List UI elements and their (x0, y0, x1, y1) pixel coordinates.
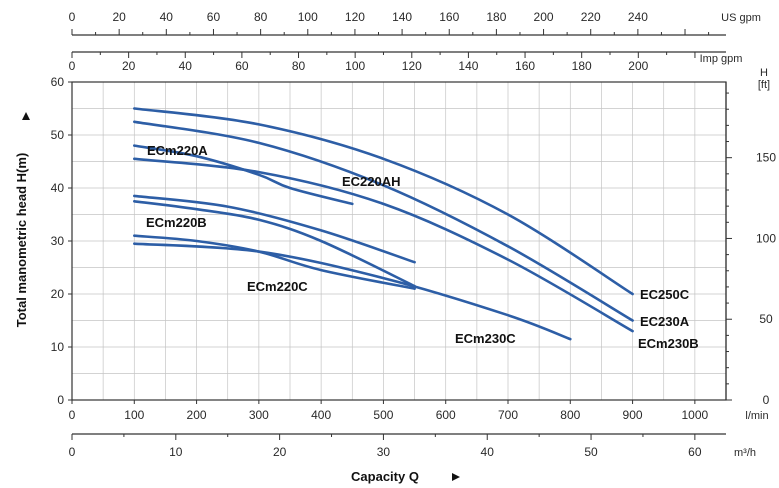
m3h-tick-label: 60 (688, 445, 702, 459)
usgpm-tick-label: 160 (439, 10, 459, 24)
axes (68, 29, 732, 440)
ft-tick-label: 50 (759, 312, 773, 326)
y-tick-label: 30 (51, 234, 65, 248)
curve-ec220ah (133, 194, 416, 264)
impgpm-tick-label: 100 (345, 59, 365, 73)
usgpm-tick-label: 0 (69, 10, 76, 24)
usgpm-tick-label: 220 (581, 10, 601, 24)
x-tick-label: 200 (187, 408, 207, 422)
lmin-unit-label: l/min (745, 410, 768, 422)
impgpm-tick-label: 120 (402, 59, 422, 73)
impgpm-tick-label: 200 (628, 59, 648, 73)
impgpm-tick-label: 160 (515, 59, 535, 73)
impgpm-tick-label: 180 (572, 59, 592, 73)
y-tick-label: 0 (57, 393, 64, 407)
y-tick-label: 40 (51, 181, 65, 195)
impgpm-tick-label: 60 (235, 59, 249, 73)
usgpm-unit-label: US gpm (721, 12, 761, 24)
curve-ecm230c (133, 242, 572, 341)
y-tick-label: 60 (51, 75, 65, 89)
curve-label-ec250c: EC250C (640, 287, 690, 302)
x-tick-label: 600 (436, 408, 456, 422)
m3h-tick-label: 40 (481, 445, 495, 459)
curve-ec250c (133, 107, 634, 296)
ft-unit-line: [ft] (758, 79, 770, 91)
x-tick-label: 500 (373, 408, 393, 422)
x-tick-label: 300 (249, 408, 269, 422)
curve-label-ecm220b: ECm220B (146, 215, 207, 230)
x-tick-label: 800 (560, 408, 580, 422)
m3h-tick-label: 0 (69, 445, 76, 459)
usgpm-tick-label: 120 (345, 10, 365, 24)
usgpm-tick-label: 20 (112, 10, 126, 24)
y-axis-arrow-icon (22, 112, 30, 120)
impgpm-tick-label: 80 (292, 59, 306, 73)
impgpm-tick-label: 40 (179, 59, 193, 73)
x-tick-label: 1000 (682, 408, 709, 422)
ft-unit-line: H (760, 67, 768, 79)
ft-tick-label: 0 (763, 393, 770, 407)
x-tick-label: 100 (124, 408, 144, 422)
curve-label-ecm230c: ECm230C (455, 331, 516, 346)
m3h-tick-label: 10 (169, 445, 183, 459)
ft-tick-label: 100 (756, 231, 776, 245)
curves (133, 107, 634, 341)
usgpm-tick-label: 140 (392, 10, 412, 24)
curve-ecm220b (133, 200, 416, 288)
curve-label-ec220ah: EC220AH (342, 174, 401, 189)
ft-tick-label: 150 (756, 151, 776, 165)
curve-ecm220a (133, 144, 354, 206)
x-tick-label: 900 (623, 408, 643, 422)
usgpm-tick-label: 100 (298, 10, 318, 24)
y-tick-label: 20 (51, 287, 65, 301)
curve-label-ecm220c: ECm220C (247, 279, 308, 294)
y-axis-title: Total manometric head H(m) (14, 153, 29, 328)
y-tick-label: 10 (51, 340, 65, 354)
impgpm-unit-label: Imp gpm (700, 53, 743, 65)
m3h-tick-label: 20 (273, 445, 287, 459)
x-tick-label: 400 (311, 408, 331, 422)
m3h-unit-label: m³/h (734, 447, 756, 459)
usgpm-tick-label: 40 (160, 10, 174, 24)
m3h-tick-label: 30 (377, 445, 391, 459)
curve-label-ecm230b: ECm230B (638, 336, 699, 351)
impgpm-tick-label: 140 (458, 59, 478, 73)
curve-ec230a (133, 120, 634, 322)
usgpm-tick-label: 180 (486, 10, 506, 24)
x-tick-label: 700 (498, 408, 518, 422)
usgpm-tick-label: 200 (534, 10, 554, 24)
usgpm-tick-label: 240 (628, 10, 648, 24)
curve-ecm230b (133, 157, 634, 333)
impgpm-tick-label: 20 (122, 59, 136, 73)
usgpm-tick-label: 60 (207, 10, 221, 24)
impgpm-tick-label: 0 (69, 59, 76, 73)
usgpm-tick-label: 80 (254, 10, 268, 24)
ft-unit-label: H [ft] (758, 67, 770, 91)
curve-label-ec230a: EC230A (640, 314, 690, 329)
m3h-tick-label: 50 (584, 445, 598, 459)
curve-label-ecm220a: ECm220A (147, 143, 208, 158)
x-axis-arrow-icon (452, 473, 460, 481)
x-axis-title: Capacity Q (351, 469, 419, 484)
y-tick-label: 50 (51, 128, 65, 142)
x-tick-label: 0 (69, 408, 76, 422)
